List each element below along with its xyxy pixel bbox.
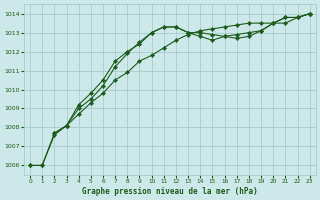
X-axis label: Graphe pression niveau de la mer (hPa): Graphe pression niveau de la mer (hPa)	[82, 187, 258, 196]
